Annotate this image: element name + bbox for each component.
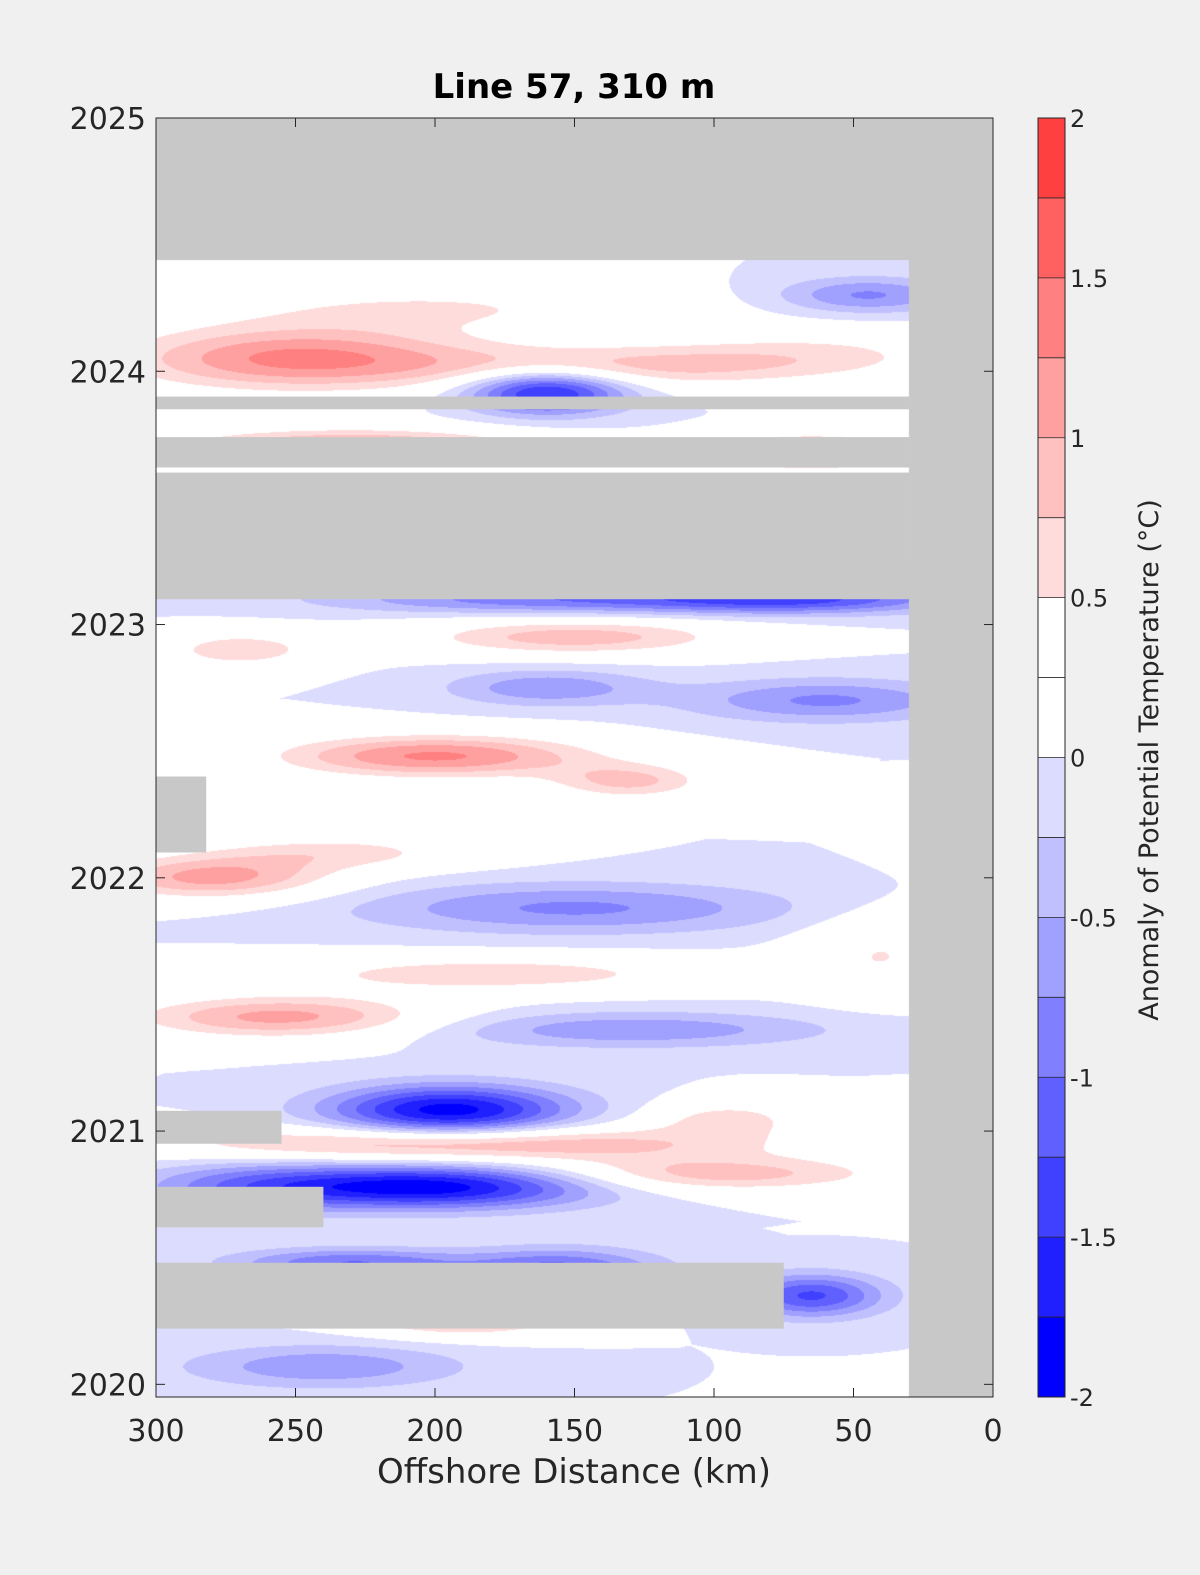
missing-data-band — [156, 1110, 282, 1144]
colorbar-swatch — [1038, 757, 1065, 838]
colorbar-tick-label: 1 — [1070, 425, 1085, 453]
y-axis: 2020 2021 2022 2023 2024 2025 — [70, 102, 993, 1403]
x-tick-label: 50 — [834, 1414, 872, 1449]
colorbar-swatch — [1038, 997, 1065, 1078]
colorbar-tick-label: -2 — [1070, 1384, 1094, 1412]
x-axis: 300 250 200 150 100 50 0 — [127, 118, 1003, 1449]
x-tick-label: 200 — [406, 1414, 463, 1449]
colorbar-swatch — [1038, 1157, 1065, 1238]
y-tick-label: 2023 — [70, 609, 146, 644]
y-tick-label: 2024 — [70, 355, 146, 390]
colorbar-tick-label: 2 — [1070, 105, 1085, 133]
missing-data-band — [156, 1186, 324, 1228]
colorbar-tick-label: -1 — [1070, 1064, 1094, 1092]
colorbar-tick-label: 0.5 — [1070, 585, 1108, 613]
colorbar-swatch — [1038, 517, 1065, 598]
y-tick-label: 2025 — [70, 102, 146, 137]
x-axis-label: Offshore Distance (km) — [377, 1452, 771, 1492]
missing-data-band — [156, 776, 207, 853]
plot-area — [155, 117, 994, 1398]
colorbar-frame — [1037, 117, 1066, 1398]
colorbar-swatch — [1038, 437, 1065, 518]
missing-data-band — [156, 1262, 784, 1329]
colorbar-swatch — [1038, 1317, 1065, 1397]
chart-title: Line 57, 310 m — [433, 67, 716, 107]
y-tick-label: 2021 — [70, 1115, 146, 1150]
colorbar-swatch — [1038, 197, 1065, 278]
x-tick-label: 300 — [127, 1414, 184, 1449]
y-tick-label: 2022 — [70, 862, 146, 897]
colorbar-tick-label: -1.5 — [1070, 1224, 1117, 1252]
colorbar-swatch — [1038, 357, 1065, 438]
x-tick-label: 150 — [546, 1414, 603, 1449]
y-tick-label: 2020 — [70, 1368, 146, 1403]
x-tick-label: 100 — [685, 1414, 742, 1449]
missing-data-band — [909, 118, 993, 1397]
missing-data-band — [156, 437, 910, 468]
colorbar: -2 -1.5 -1 -0.5 0 0.5 1 1.5 2 — [1037, 105, 1117, 1412]
colorbar-swatch — [1038, 1077, 1065, 1158]
colorbar-swatch — [1038, 597, 1065, 678]
colorbar-swatch — [1038, 277, 1065, 358]
colorbar-swatch — [1038, 837, 1065, 918]
x-tick-label: 0 — [983, 1414, 1002, 1449]
colorbar-tick-label: 1.5 — [1070, 265, 1108, 293]
colorbar-label: Anomaly of Potential Temperature (°C) — [1134, 499, 1165, 1021]
missing-data-band — [156, 118, 993, 260]
anomaly-field — [156, 118, 993, 1397]
colorbar-swatch — [1038, 118, 1065, 198]
colorbar-tick-label: -0.5 — [1070, 904, 1117, 932]
colorbar-swatch — [1038, 1237, 1065, 1318]
colorbar-swatch — [1038, 677, 1065, 758]
x-tick-label: 250 — [267, 1414, 324, 1449]
colorbar-swatch — [1038, 917, 1065, 998]
missing-data-band — [156, 396, 910, 410]
missing-data-layer — [156, 118, 993, 1397]
colorbar-tick-label: 0 — [1070, 745, 1085, 773]
missing-data-band — [156, 472, 910, 600]
